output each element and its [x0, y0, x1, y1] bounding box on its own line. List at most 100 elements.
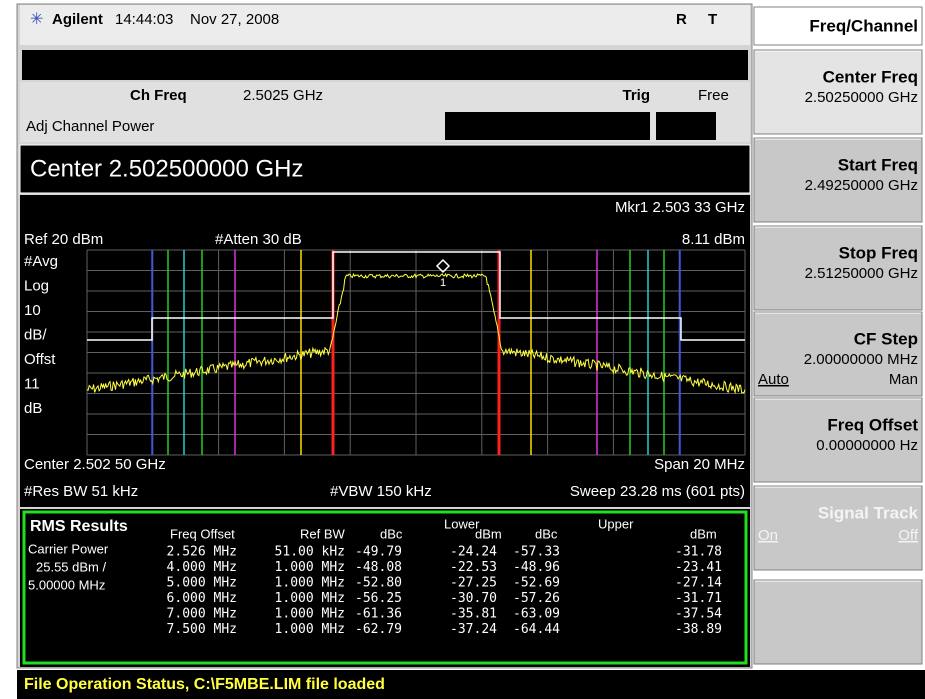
scale-label: Log — [24, 277, 49, 294]
scale-label: dB/ — [24, 326, 47, 343]
menu-title: Freq/Channel — [809, 16, 918, 35]
cell: -52.69 — [513, 576, 560, 591]
softkey-value: 0.00000000 Hz — [816, 437, 918, 454]
column-header: Upper — [598, 516, 634, 531]
column-header: dBm — [475, 526, 502, 541]
softkey[interactable] — [753, 311, 923, 397]
cell: 1.000 MHz — [275, 591, 345, 606]
sweep: Sweep 23.28 ms (601 pts) — [570, 483, 745, 500]
cell: -31.71 — [675, 591, 722, 606]
column-header: Ref BW — [300, 526, 346, 541]
cell: -56.25 — [355, 591, 402, 606]
softkey-value: 2.00000000 MHz — [804, 351, 918, 368]
flag: T — [708, 11, 717, 28]
active-entry-text: Center 2.502500000 GHz — [30, 155, 304, 182]
column-header: Lower — [444, 516, 480, 531]
active-entry — [19, 144, 751, 194]
scale-label: Offst — [24, 351, 56, 368]
cell: -48.08 — [355, 560, 402, 575]
menu-title-box — [753, 6, 923, 46]
softkey[interactable] — [753, 225, 923, 311]
cell: 2.526 MHz — [167, 545, 237, 560]
vbw: #VBW 150 kHz — [330, 483, 432, 500]
softkey-label: Signal Track — [818, 503, 919, 522]
softkey-label: CF Step — [854, 329, 918, 348]
cell: -57.26 — [513, 591, 560, 606]
limit-line — [87, 251, 745, 341]
trace — [86, 272, 746, 395]
softkey[interactable] — [753, 485, 923, 571]
softkey-option: On — [758, 527, 778, 544]
marker-id: 1 — [440, 277, 446, 289]
scale-label: 11 — [24, 375, 40, 392]
marker-level: 8.11 dBm — [682, 231, 745, 248]
cell: -62.79 — [355, 622, 402, 637]
cell: -52.80 — [355, 576, 402, 591]
scale-label: dB — [24, 400, 42, 417]
cell: 4.000 MHz — [167, 560, 237, 575]
softkey-option: Auto — [758, 371, 789, 388]
cell: -27.14 — [675, 576, 722, 591]
cell: -64.44 — [513, 622, 560, 637]
label: Trig — [622, 87, 650, 104]
cell: 7.500 MHz — [167, 622, 237, 637]
softkey-option: Man — [889, 371, 918, 388]
softkey-option: Off — [898, 527, 919, 544]
cell: -48.96 — [513, 560, 560, 575]
cell: -30.70 — [450, 591, 497, 606]
marker — [435, 258, 451, 274]
time: 14:44:03 — [115, 11, 173, 28]
softkey-label: Freq Offset — [827, 415, 918, 434]
cell: -22.53 — [450, 560, 497, 575]
carrier: 5.00000 MHz — [28, 577, 105, 592]
cell: -37.24 — [450, 622, 497, 637]
cell: 7.000 MHz — [167, 607, 237, 622]
cell: -61.36 — [355, 607, 402, 622]
softkey-label: Center Freq — [823, 67, 918, 86]
cell: -49.79 — [355, 545, 402, 560]
cell: 5.000 MHz — [167, 576, 237, 591]
column-header: dBc — [380, 526, 403, 541]
top-bar — [20, 5, 750, 45]
results-border — [22, 510, 748, 665]
status-text: File Operation Status, C:\F5MBE.LIM file… — [24, 676, 385, 693]
date: Nov 27, 2008 — [190, 11, 279, 28]
results-area — [20, 509, 750, 667]
entry-box — [656, 112, 716, 140]
entry-box — [445, 112, 650, 140]
cell: 1.000 MHz — [275, 622, 345, 637]
cell: -37.54 — [675, 607, 722, 622]
softkey[interactable] — [753, 397, 923, 483]
softkey[interactable] — [753, 49, 923, 135]
softkey-value: 2.51250000 GHz — [805, 265, 918, 282]
marker-readout: Mkr1 2.503 33 GHz — [615, 199, 745, 216]
scale-label: #Avg — [24, 253, 58, 270]
cell: -38.89 — [675, 622, 722, 637]
cell: 51.00 kHz — [275, 545, 345, 560]
cell: 1.000 MHz — [275, 607, 345, 622]
cell: 6.000 MHz — [167, 591, 237, 606]
softkey-label: Stop Freq — [839, 243, 918, 262]
cell: -31.78 — [675, 545, 722, 560]
softkey — [753, 579, 923, 665]
softkey[interactable] — [753, 137, 923, 223]
softkey-value: 2.50250000 GHz — [805, 89, 918, 106]
status-bar — [17, 670, 925, 699]
attenuation: #Atten 30 dB — [215, 231, 302, 248]
carrier: Carrier Power — [28, 541, 109, 556]
column-header: dBm — [690, 526, 717, 541]
message-bar — [22, 50, 748, 80]
ref-level: Ref 20 dBm — [24, 231, 103, 248]
cell: -23.41 — [675, 560, 722, 575]
value: 2.5025 GHz — [243, 87, 323, 104]
cell: 1.000 MHz — [275, 560, 345, 575]
brand: Agilent — [52, 11, 103, 28]
results-title: RMS Results — [30, 518, 128, 535]
column-header: dBc — [535, 526, 558, 541]
label: Ch Freq — [130, 87, 187, 104]
scale-label: 10 — [24, 302, 41, 319]
res-bw: #Res BW 51 kHz — [24, 483, 138, 500]
softkey-value: 2.49250000 GHz — [805, 177, 918, 194]
logo-icon: ✳ — [30, 11, 43, 28]
